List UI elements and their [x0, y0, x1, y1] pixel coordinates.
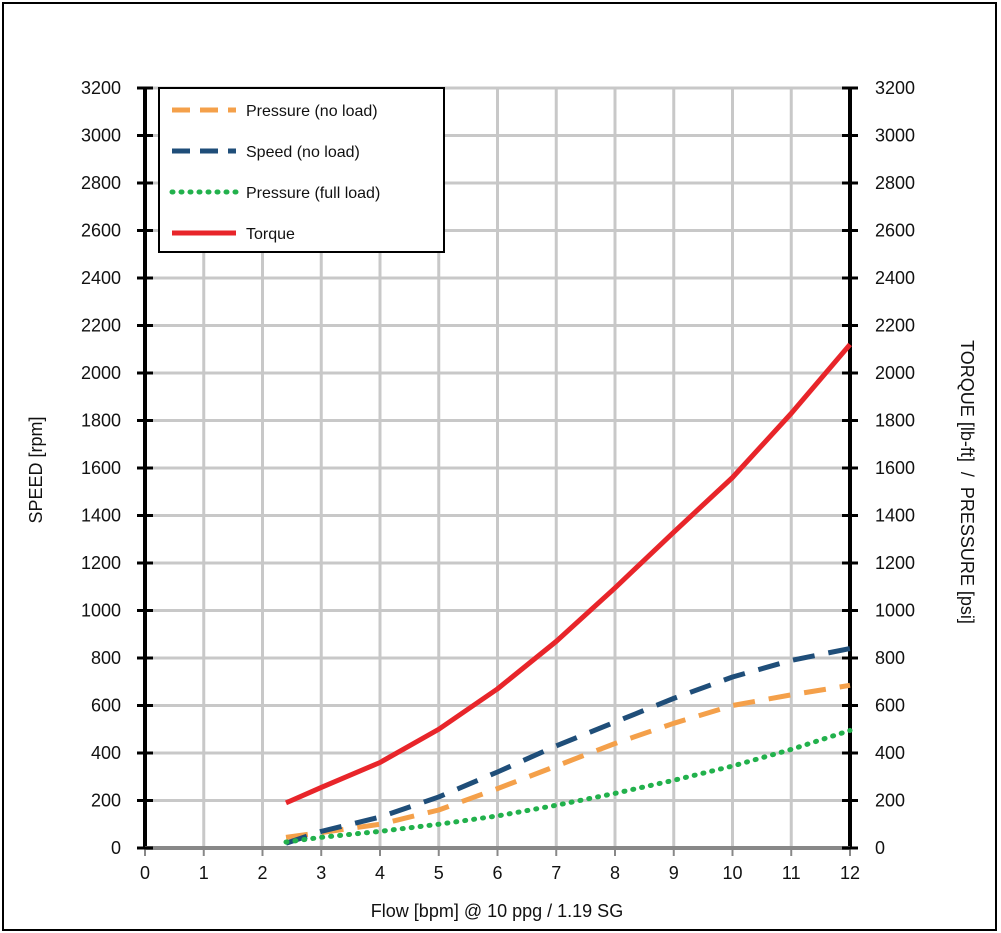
x-tick-label: 12 [840, 863, 860, 883]
right-y-tick-label: 2800 [875, 173, 915, 193]
left-y-tick-label: 600 [91, 696, 121, 716]
left-y-tick-label: 800 [91, 648, 121, 668]
left-y-tick-label: 1200 [81, 553, 121, 573]
legend-label: Torque [246, 226, 295, 243]
right-y-tick-label: 0 [875, 838, 885, 858]
x-tick-label: 6 [492, 863, 502, 883]
series-line-pressure-no-load [285, 682, 851, 840]
right-y-tick-label: 1200 [875, 553, 915, 573]
x-axis-title: Flow [bpm] @ 10 ppg / 1.19 SG [371, 901, 623, 921]
x-tick-label: 10 [722, 863, 742, 883]
right-y-tick-label: 1000 [875, 601, 915, 621]
right-y-tick-label: 400 [875, 743, 905, 763]
legend-label: Pressure (full load) [246, 185, 380, 202]
x-tick-label: 3 [316, 863, 326, 883]
x-tick-label: 2 [257, 863, 267, 883]
legend: Pressure (no load) Speed (no load) Pressur… [158, 87, 445, 253]
left-y-tick-label: 2200 [81, 316, 121, 336]
x-tick-label: 7 [551, 863, 561, 883]
legend-box [158, 87, 445, 253]
right-y-tick-label: 2000 [875, 363, 915, 383]
right-y-tick-label: 200 [875, 791, 905, 811]
left-y-tick-label: 3200 [81, 78, 121, 98]
right-y-tick-label: 3000 [875, 126, 915, 146]
grid [145, 86, 850, 848]
right-y-tick-label: 1600 [875, 458, 915, 478]
right-y-tick-label: 3200 [875, 78, 915, 98]
left-y-tick-label: 2400 [81, 268, 121, 288]
left-y-tick-label: 2800 [81, 173, 121, 193]
x-tick-label: 9 [669, 863, 679, 883]
right-y-tick-label: 2200 [875, 316, 915, 336]
right-y-tick-label: 1800 [875, 411, 915, 431]
left-y-tick-label: 1800 [81, 411, 121, 431]
x-tick-label: 0 [140, 863, 150, 883]
right-y-tick-label: 2400 [875, 268, 915, 288]
right-y-tick-label: 2600 [875, 221, 915, 241]
left-y-tick-label: 0 [111, 838, 121, 858]
left-y-axis-title: SPEED [rpm] [26, 416, 46, 523]
left-y-tick-label: 400 [91, 743, 121, 763]
x-tick-label: 8 [610, 863, 620, 883]
left-y-tick-label: 1400 [81, 506, 121, 526]
series-line-pressure-full-load [283, 727, 853, 845]
x-tick-label: 1 [199, 863, 209, 883]
legend-label: Speed (no load) [246, 144, 360, 161]
x-tick-label: 11 [782, 863, 801, 883]
x-tick-label: 4 [375, 863, 385, 883]
right-y-axis-title: TORQUE [lb-ft] / PRESSURE [psi] [957, 340, 977, 624]
left-y-tick-label: 1000 [81, 601, 121, 621]
series-line-speed-no-load [285, 646, 851, 846]
series-line-torque [284, 342, 852, 806]
left-y-tick-label: 2600 [81, 221, 121, 241]
left-y-tick-label: 2000 [81, 363, 121, 383]
right-y-tick-label: 800 [875, 648, 905, 668]
series-group [283, 342, 853, 846]
left-y-tick-label: 3000 [81, 126, 121, 146]
right-y-tick-label: 600 [875, 696, 905, 716]
x-tick-label: 5 [434, 863, 444, 883]
right-y-tick-label: 1400 [875, 506, 915, 526]
left-y-tick-label: 1600 [81, 458, 121, 478]
legend-label: Pressure (no load) [246, 103, 378, 120]
left-y-tick-label: 200 [91, 791, 121, 811]
